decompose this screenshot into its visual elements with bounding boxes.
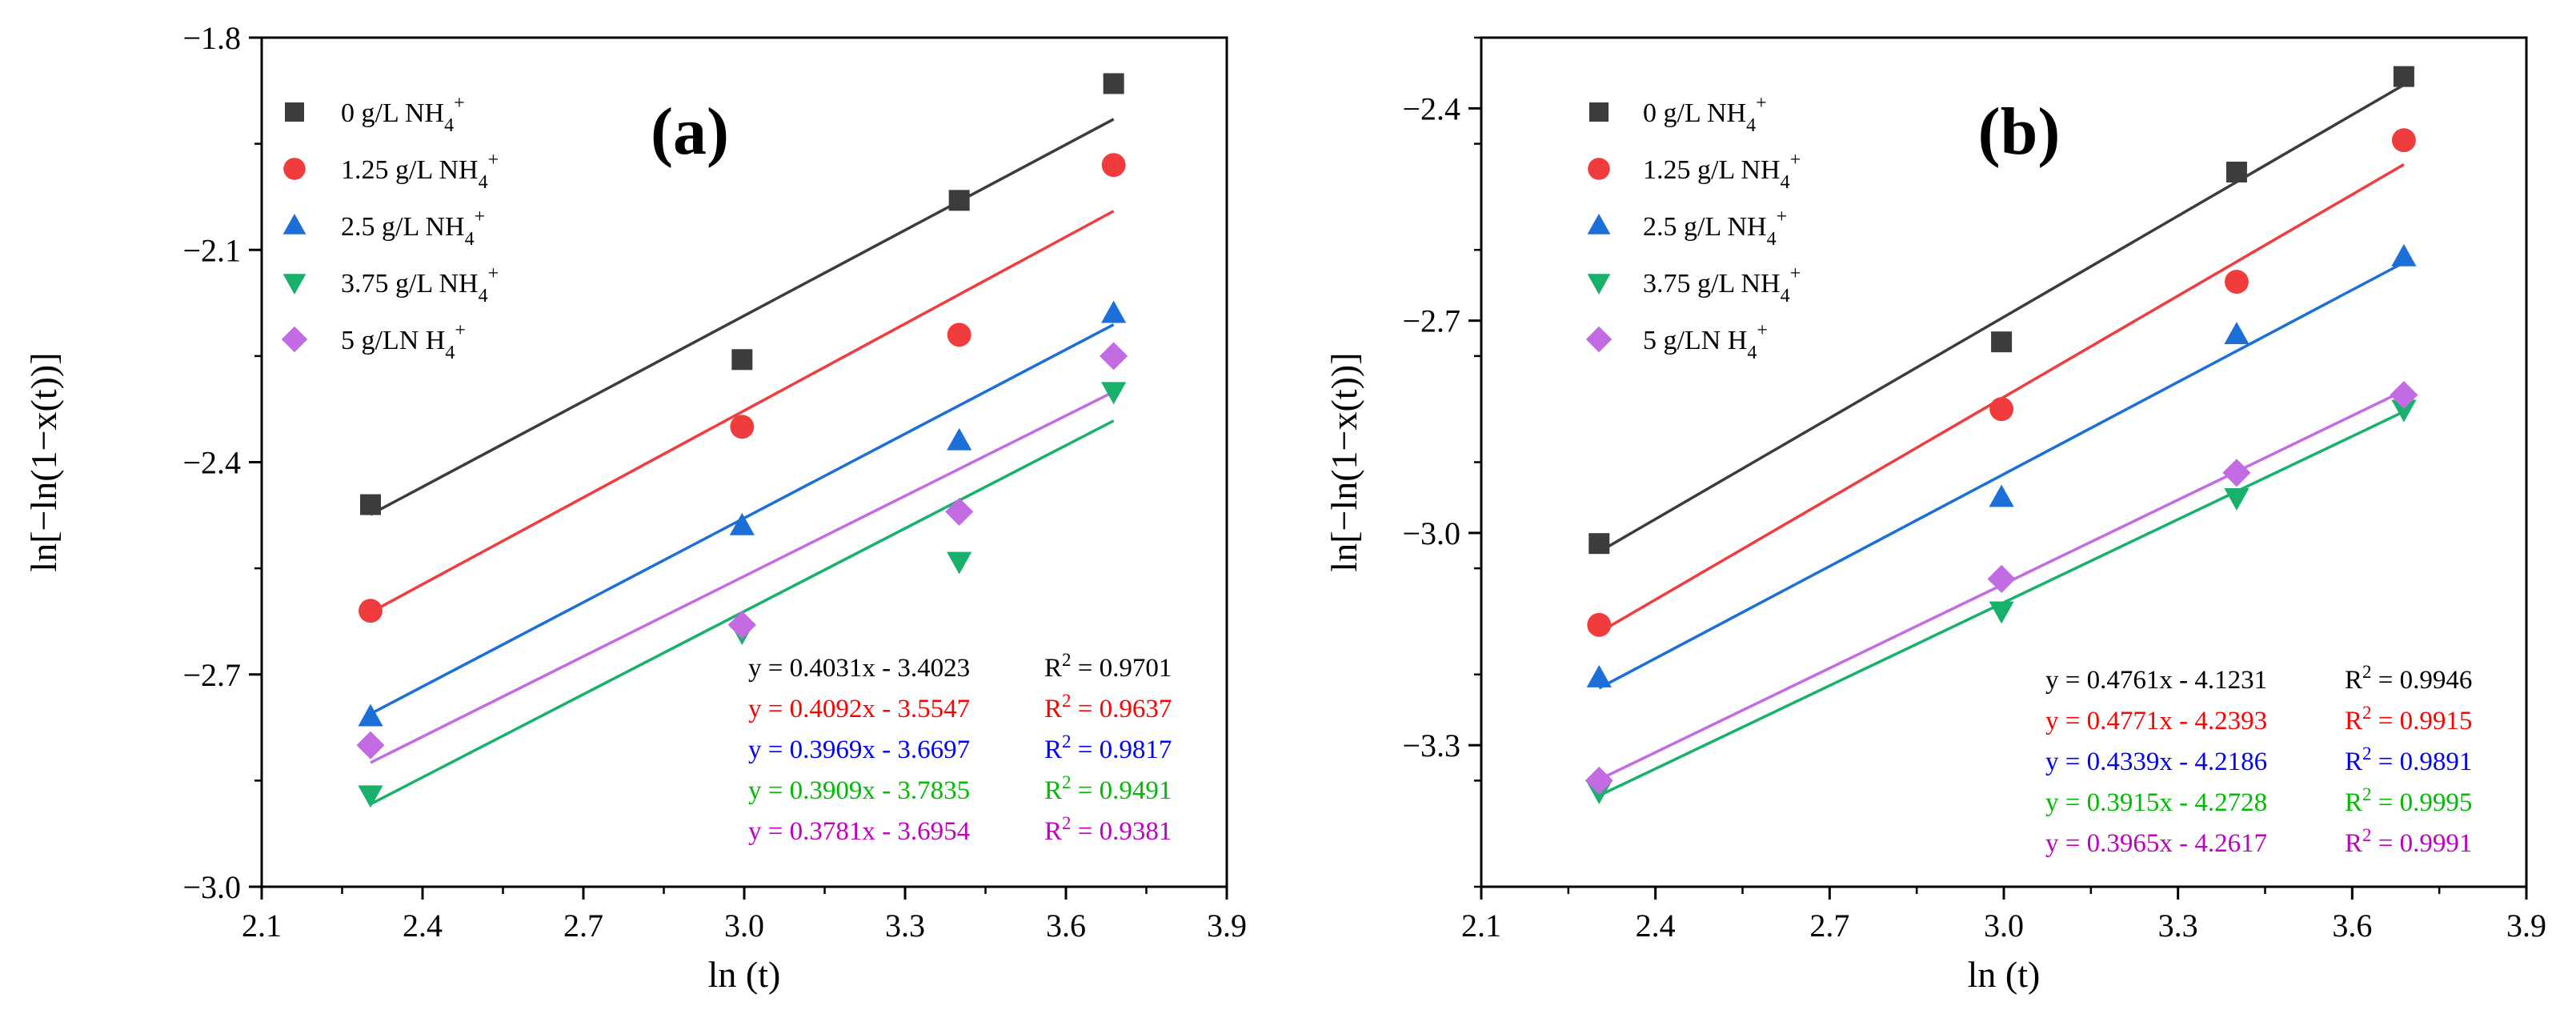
data-point-4-2 (945, 497, 974, 526)
data-point-2-0 (1586, 664, 1612, 687)
legend-marker-3 (282, 274, 306, 295)
data-point-3-3 (2391, 399, 2417, 423)
equation-2: y = 0.3969x - 3.6697 (748, 735, 970, 764)
equation-3: y = 0.3915x - 4.2728 (2045, 788, 2267, 817)
data-point-0-3 (2393, 66, 2414, 87)
fit-line-4 (370, 391, 1115, 764)
panel-label: (b) (1978, 94, 2061, 169)
equation-2: y = 0.4339x - 4.2186 (2045, 747, 2267, 776)
y-tick-label: −2.4 (1402, 90, 1460, 126)
y-axis-label: ln[−ln(1−x(t))] (1324, 352, 1364, 571)
data-point-4-2 (2222, 459, 2251, 487)
data-point-4-3 (1100, 342, 1128, 371)
equation-4: y = 0.3965x - 4.2617 (2045, 829, 2267, 858)
data-point-0-0 (360, 494, 382, 515)
legend-marker-2 (282, 214, 306, 234)
r-squared-1: R2 = 0.9637 (1044, 691, 1172, 723)
data-point-3-2 (2224, 488, 2249, 511)
x-axis-label: ln (t) (1968, 954, 2041, 995)
data-point-2-1 (729, 512, 755, 535)
fit-line-1 (370, 210, 1115, 614)
data-point-4-1 (1987, 564, 2016, 593)
data-point-3-1 (1989, 601, 2014, 624)
data-point-3-2 (947, 551, 972, 575)
equation-1: y = 0.4092x - 3.5547 (748, 695, 970, 723)
data-point-1-2 (947, 323, 972, 347)
data-point-1-0 (359, 599, 383, 623)
fit-line-2 (1598, 261, 2405, 690)
equation-1: y = 0.4771x - 4.2393 (2045, 707, 2267, 735)
data-point-1-3 (1101, 153, 1126, 178)
x-axis-label: ln (t) (708, 954, 781, 995)
fit-line-0 (370, 118, 1115, 516)
data-point-0-3 (1103, 73, 1124, 94)
x-tick-label: 3.3 (885, 908, 925, 944)
data-point-3-3 (1101, 382, 1127, 405)
equation-0: y = 0.4031x - 3.4023 (748, 654, 970, 683)
data-point-1-2 (2224, 270, 2249, 294)
y-tick-label: −3.0 (182, 869, 241, 905)
chart-panel-b: 2.1 2.4 2.7 3.0 3.3 3.6 3.9 −3.3 −3.0 −2.7 −2.4 ln … (1324, 36, 2546, 995)
legend-marker-0 (1589, 102, 1608, 122)
x-tick-label: 3.9 (2506, 908, 2546, 944)
data-point-4-0 (356, 731, 385, 759)
data-point-0-1 (731, 349, 753, 371)
y-tick-label: −3.3 (1402, 727, 1460, 763)
data-point-2-1 (1989, 484, 2014, 507)
r-squared-2: R2 = 0.9817 (1044, 731, 1172, 764)
x-tick-label: 3.9 (1207, 908, 1247, 944)
data-point-3-0 (358, 785, 383, 808)
y-tick-label: −3.0 (1402, 515, 1460, 551)
x-tick-label: 2.1 (242, 908, 282, 944)
x-tick-label: 3.6 (2332, 908, 2372, 944)
y-tick-label: −1.8 (182, 20, 241, 56)
data-point-0-2 (2225, 161, 2247, 182)
data-point-4-1 (727, 611, 756, 639)
data-point-4-0 (1584, 766, 1613, 795)
equation-0: y = 0.4761x - 4.1231 (2045, 666, 2267, 695)
data-point-1-1 (1989, 397, 2014, 422)
y-axis-label: ln[−ln(1−x(t))] (23, 352, 64, 571)
legend-marker-4 (281, 326, 308, 353)
data-point-0-1 (1991, 331, 2013, 353)
x-tick-label: 2.7 (1809, 908, 1849, 944)
x-tick-label: 2.4 (403, 908, 443, 944)
panel-label: (a) (651, 94, 729, 169)
x-tick-label: 3.3 (2158, 908, 2198, 944)
data-point-0-2 (948, 190, 970, 211)
y-tick-label: −2.1 (182, 232, 241, 268)
x-tick-label: 2.4 (1636, 908, 1676, 944)
data-point-1-0 (1587, 612, 1612, 637)
data-point-1-1 (730, 415, 755, 439)
data-point-2-2 (947, 427, 972, 451)
x-tick-label: 2.7 (563, 908, 603, 944)
y-tick-label: −2.7 (182, 657, 241, 693)
data-point-1-3 (2391, 128, 2416, 153)
legend-marker-4 (1585, 326, 1613, 353)
legend-marker-3 (1587, 274, 1611, 295)
legend-marker-0 (285, 102, 304, 122)
legend-marker-1 (283, 158, 306, 180)
x-tick-label: 2.1 (1461, 908, 1501, 944)
equation-4: y = 0.3781x - 3.6954 (748, 817, 970, 846)
equation-3: y = 0.3909x - 3.7835 (748, 776, 970, 805)
data-point-2-3 (2391, 243, 2417, 267)
fit-line-0 (1598, 83, 2405, 553)
x-tick-label: 3.0 (724, 908, 764, 944)
data-point-0-0 (1588, 533, 1610, 555)
x-tick-label: 3.6 (1046, 908, 1086, 944)
data-point-2-2 (2224, 322, 2249, 345)
data-point-4-3 (2390, 380, 2418, 410)
y-tick-label: −2.7 (1402, 303, 1460, 339)
legend-marker-2 (1587, 214, 1611, 234)
data-point-2-3 (1101, 300, 1127, 323)
x-tick-label: 3.0 (1984, 908, 2024, 944)
y-tick-label: −2.4 (182, 445, 241, 481)
legend-marker-1 (1588, 158, 1610, 180)
data-point-2-0 (358, 703, 383, 727)
